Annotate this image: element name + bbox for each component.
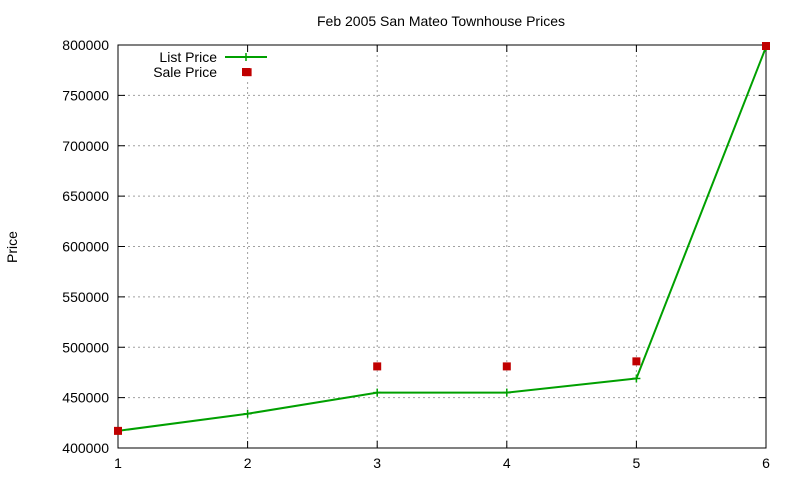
list-price-line [117,46,767,432]
x-tick-label: 6 [762,455,770,471]
sale-price-point [114,426,122,435]
legend-label: Sale Price [153,64,217,80]
sale-price-point [762,42,770,51]
x-tick-label: 2 [244,455,252,471]
legend-sample-marker [242,68,250,76]
series-list-price [114,43,770,435]
x-tick-label: 5 [633,455,641,471]
legend-label: List Price [159,49,217,65]
series-layer [114,42,770,435]
x-tick-label: 1 [114,455,122,471]
list-price-point [243,409,252,418]
axis-ticks: 1 2 3 4 5 6 400000 450000 500000 550000 600000 6500… [62,37,770,471]
series-sale-price [114,42,770,435]
y-tick-label: 700000 [62,138,109,154]
y-tick-label: 750000 [62,87,109,103]
y-tick-label: 800000 [62,37,109,53]
x-tick-label: 4 [503,455,511,471]
y-tick-label: 650000 [62,188,109,204]
list-price-point [502,388,511,397]
x-tick-label: 3 [373,455,381,471]
sale-price-point [373,362,382,371]
y-tick-label: 500000 [62,339,109,355]
y-axis-label: Price [4,231,20,263]
grid-lines [118,45,766,448]
y-tick-label: 600000 [62,239,109,255]
y-tick-label: 550000 [62,289,109,305]
list-price-point [373,388,382,397]
chart-title: Feb 2005 San Mateo Townhouse Prices [317,13,565,29]
sale-price-point [632,357,641,366]
sale-price-point [502,362,511,371]
legend-sample-marker [242,53,250,61]
y-tick-label: 450000 [62,390,109,406]
y-tick-label: 400000 [62,440,109,456]
list-price-point [632,374,641,383]
